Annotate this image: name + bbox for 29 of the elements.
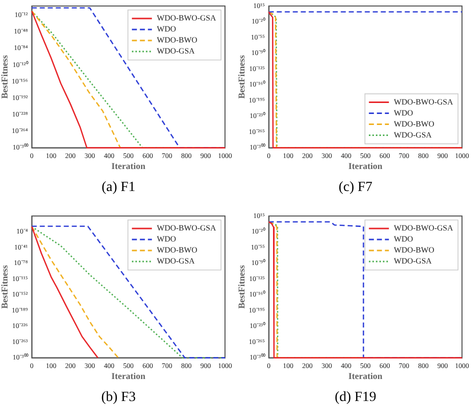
legend-label: WDO bbox=[156, 24, 176, 34]
y-axis-title: BestFitness bbox=[0, 54, 10, 99]
text: (c) F7 bbox=[338, 180, 374, 196]
legend-label: WDO-GSA bbox=[156, 46, 195, 56]
legend-label: WDO-GSA bbox=[394, 256, 432, 266]
legend-label: WDO bbox=[156, 234, 176, 244]
x-axis-title: Iteration bbox=[111, 370, 146, 381]
legend-label: WDO-BWO-GSA bbox=[156, 14, 216, 23]
y-axis-title: BestFitness bbox=[236, 264, 247, 309]
legend-label: WDO-BWO bbox=[394, 119, 435, 128]
legend-label: WDO-GSA bbox=[156, 256, 195, 266]
y-axis-title: BestFitness bbox=[236, 54, 247, 99]
line-series bbox=[31, 226, 119, 358]
legend-label: WDO-BWO-GSA bbox=[394, 224, 454, 233]
text: (a) F1 bbox=[100, 180, 136, 196]
legend-label: WDO-GSA bbox=[394, 130, 432, 140]
legend-label: WDO-BWO-GSA bbox=[156, 224, 216, 233]
legend-label: WDO-BWO bbox=[156, 36, 198, 45]
x-axis-title: Iteration bbox=[111, 160, 146, 171]
legend-label: WDO bbox=[394, 108, 414, 118]
legend-label: WDO-BWO bbox=[394, 246, 435, 255]
legend-label: WDO bbox=[394, 234, 414, 244]
x-axis-title: Iteration bbox=[348, 160, 382, 171]
legend-label: WDO-BWO-GSA bbox=[394, 97, 454, 106]
y-axis-title: BestFitness bbox=[0, 264, 10, 309]
text: (b) F3 bbox=[100, 390, 137, 406]
x-axis-title: Iteration bbox=[348, 370, 382, 381]
legend-label: WDO-BWO bbox=[156, 246, 198, 255]
text: (d) F19 bbox=[334, 390, 378, 406]
